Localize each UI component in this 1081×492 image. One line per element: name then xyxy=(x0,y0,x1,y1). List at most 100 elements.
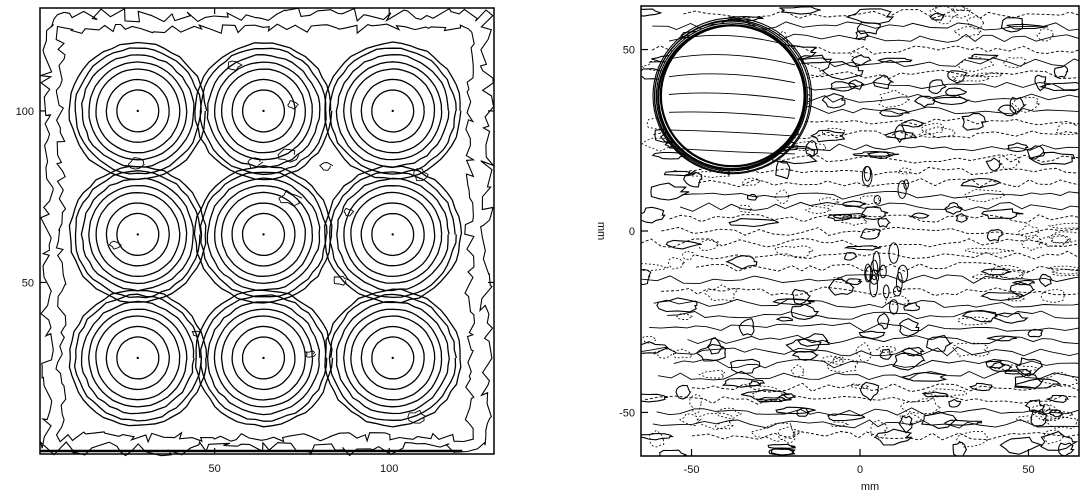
noise-contour xyxy=(641,393,668,403)
contour-ring xyxy=(206,177,321,291)
noise-contour xyxy=(821,61,864,81)
left-background-contours xyxy=(39,7,496,457)
noise-contour xyxy=(1028,151,1076,166)
noise-contour xyxy=(797,333,831,347)
noise-contour xyxy=(943,419,983,426)
noise-contour xyxy=(952,6,966,11)
noise-contour xyxy=(1015,415,1033,423)
noise-contour xyxy=(944,202,963,215)
noise-contour xyxy=(878,89,912,108)
circle-interior-contour xyxy=(668,129,796,137)
noise-contour xyxy=(963,189,1006,203)
noise-contour xyxy=(852,151,900,157)
right-x-axis-label: mm xyxy=(861,481,879,492)
noise-contour xyxy=(775,406,816,415)
small-contour xyxy=(108,240,122,250)
noise-contour xyxy=(1009,96,1027,115)
source-center-dot xyxy=(262,233,265,236)
circle-contour xyxy=(657,24,807,171)
noise-contour xyxy=(779,6,821,15)
small-contour xyxy=(127,157,145,170)
noise-contour xyxy=(1030,409,1047,427)
noise-contour xyxy=(951,74,990,82)
noise-contour-line xyxy=(641,238,1079,248)
noise-contour xyxy=(845,8,895,25)
contour-ring xyxy=(81,54,195,168)
noise-contour-line xyxy=(656,407,1079,417)
noise-contour xyxy=(898,415,913,434)
source-center-dot xyxy=(136,233,139,236)
center-cluster-contour xyxy=(879,264,887,279)
noise-contour xyxy=(1047,222,1079,229)
noise-contour xyxy=(925,334,954,352)
contour-ring xyxy=(335,301,451,415)
noise-contour xyxy=(997,104,1017,117)
noise-contour xyxy=(961,309,998,323)
left-contour-rings xyxy=(68,41,463,428)
envelope-contour xyxy=(39,7,496,457)
left-contour-plot: 50 100 50 100 xyxy=(16,7,496,475)
noise-contour xyxy=(1009,281,1036,298)
y-tick-label: -50 xyxy=(619,407,635,419)
noise-contour xyxy=(849,383,870,390)
noise-contour xyxy=(920,122,945,135)
noise-contour xyxy=(838,215,869,226)
circle-interior-contour xyxy=(668,111,796,119)
noise-contour xyxy=(1000,17,1024,33)
small-contour xyxy=(304,349,317,358)
small-contour xyxy=(319,162,334,171)
noise-contour xyxy=(957,316,992,326)
noise-contour xyxy=(641,8,662,17)
noise-contour xyxy=(698,369,726,379)
noise-contour xyxy=(1034,74,1047,92)
noise-contour xyxy=(821,93,846,109)
right-contour-plot: -50 0 50 50 0 -50 mm mm xyxy=(595,5,1080,492)
contour-ring xyxy=(73,293,203,422)
center-cluster-contour xyxy=(889,299,899,315)
noise-contour xyxy=(879,348,894,360)
contour-ring xyxy=(231,325,296,391)
noise-contour-line xyxy=(698,178,1079,188)
right-y-axis-label: mm xyxy=(595,222,607,240)
noise-contour xyxy=(741,177,760,187)
noise-contour xyxy=(961,112,987,131)
noise-contour xyxy=(641,341,670,355)
noise-contour xyxy=(998,153,1022,170)
small-contour xyxy=(343,207,355,217)
noise-contour xyxy=(827,213,853,222)
circle-contour xyxy=(653,19,811,174)
center-cluster-contour xyxy=(865,266,874,282)
envelope-contour xyxy=(55,23,476,444)
noise-contour xyxy=(965,247,1015,254)
contour-ring xyxy=(350,315,436,401)
noise-contour xyxy=(767,443,796,450)
contour-ring xyxy=(350,68,436,154)
noise-contour xyxy=(952,441,968,456)
contour-ring xyxy=(350,191,436,278)
source-center-dot xyxy=(136,356,139,360)
center-cluster-contour xyxy=(882,284,890,299)
noise-contour xyxy=(641,335,657,344)
noise-contour xyxy=(665,239,702,250)
noise-contour-line xyxy=(652,419,1079,429)
contour-ring xyxy=(105,202,170,267)
noise-contour-line xyxy=(681,191,1079,200)
source-center-dot xyxy=(391,233,394,236)
noise-contour xyxy=(874,428,913,446)
right-circular-feature xyxy=(652,17,813,175)
contour-ring xyxy=(95,68,181,154)
center-cluster-contour xyxy=(897,264,909,284)
contour-ring xyxy=(371,89,415,133)
right-axis-ticks: -50 0 50 50 0 -50 xyxy=(619,45,1034,476)
x-tick-label: 50 xyxy=(208,463,220,475)
noise-contour xyxy=(855,342,872,363)
noise-contour-line xyxy=(673,166,1079,176)
noise-contour xyxy=(796,407,810,417)
noise-contour xyxy=(1040,430,1079,451)
noise-contour xyxy=(774,189,790,205)
noise-contour-line xyxy=(669,214,1079,224)
contour-ring xyxy=(360,202,425,267)
noise-contour xyxy=(929,6,959,25)
noise-contour xyxy=(969,273,999,280)
